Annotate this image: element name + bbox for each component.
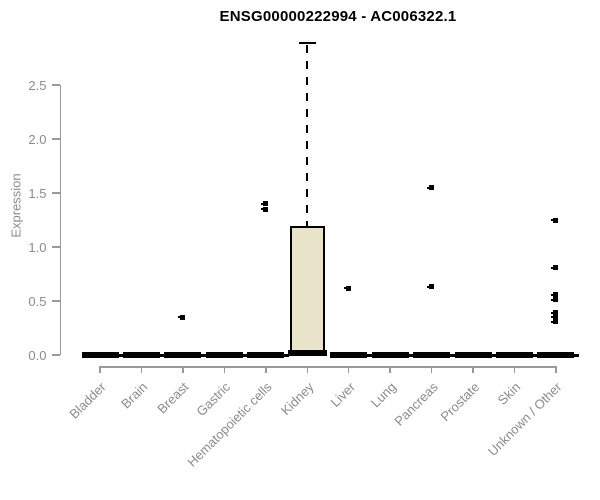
outlier-point <box>178 314 186 320</box>
flat-boxplot-whisker-nub <box>367 353 372 357</box>
outlier-point <box>551 319 559 325</box>
flat-boxplot-bar <box>413 352 451 358</box>
x-axis-tick <box>306 366 308 373</box>
x-axis-tick-label: Skin <box>494 379 524 408</box>
flat-boxplot-whisker-nub <box>159 353 165 357</box>
y-axis-tick-label: 0.5 <box>28 294 47 309</box>
y-axis-tick-label: 0.0 <box>28 348 47 363</box>
flat-boxplot-whisker-nub <box>201 353 206 357</box>
outlier-point <box>551 217 559 223</box>
x-axis-tick-label: Unknown / Other <box>485 379 565 459</box>
flat-boxplot-whisker-nub <box>450 353 455 357</box>
flat-boxplot-bar <box>496 352 533 358</box>
flat-boxplot-bar <box>537 352 575 358</box>
flat-boxplot-whisker-nub <box>408 353 414 357</box>
outlier-point <box>551 310 559 316</box>
y-axis-tick <box>51 300 60 302</box>
y-axis-tick-label: 2.0 <box>28 132 47 147</box>
flat-boxplot-whisker-nub <box>574 353 579 357</box>
flat-boxplot-bar <box>164 352 202 358</box>
x-axis-tick <box>223 366 226 373</box>
flat-boxplot-whisker-nub <box>491 353 497 357</box>
y-axis-tick <box>51 192 60 194</box>
x-axis-tick <box>555 366 557 373</box>
flat-boxplot-whisker-nub <box>284 353 289 357</box>
x-axis-tick <box>140 366 143 373</box>
boxplot-median-line <box>287 349 327 356</box>
y-axis-tick-label: 1.0 <box>28 240 47 255</box>
outlier-point <box>551 297 559 303</box>
boxplot-box <box>289 226 325 353</box>
x-axis-tick <box>430 366 433 373</box>
flat-boxplot-bar <box>330 352 368 358</box>
outlier-point <box>551 265 559 271</box>
y-axis-tick <box>51 354 60 356</box>
chart-title: ENSG00000222994 - AC006322.1 <box>219 8 457 25</box>
x-axis-tick <box>347 366 350 373</box>
y-axis-tick <box>51 246 60 248</box>
y-axis-tick <box>51 138 60 140</box>
outlier-point <box>261 206 269 212</box>
x-axis-tick-label: Lung <box>367 379 400 411</box>
x-axis-tick-label: Kidney <box>277 379 317 419</box>
x-axis-tick-label: Liver <box>327 379 358 410</box>
y-axis-tick-label: 2.5 <box>28 78 47 93</box>
flat-boxplot-whisker-nub <box>242 353 248 357</box>
x-axis-tick-label: Pancreas <box>391 379 441 429</box>
flat-boxplot-whisker-nub <box>118 353 123 357</box>
flat-boxplot-bar <box>81 352 119 358</box>
x-axis-tick-label: Breast <box>154 379 192 417</box>
x-axis-tick-label: Brain <box>118 379 151 412</box>
outlier-point <box>551 292 559 298</box>
x-axis-tick-label: Prostate <box>437 379 482 425</box>
x-axis-tick <box>265 366 267 373</box>
x-axis-tick <box>99 366 101 373</box>
flat-boxplot-bar <box>247 352 285 358</box>
flat-boxplot-bar <box>371 352 409 358</box>
outlier-point <box>427 284 435 290</box>
y-axis-tick-label: 1.5 <box>28 186 47 201</box>
boxplot-upper-whisker-cap <box>298 41 316 45</box>
flat-boxplot-bar <box>205 352 243 358</box>
x-axis-tick-label: Bladder <box>66 379 109 422</box>
x-axis-line <box>99 366 557 368</box>
outlier-point <box>427 185 435 191</box>
outlier-point <box>261 201 269 207</box>
x-axis-tick <box>389 366 391 373</box>
outlier-point <box>551 314 559 320</box>
x-axis-tick <box>182 366 184 373</box>
outlier-point <box>344 285 352 291</box>
y-axis-tick <box>51 84 60 86</box>
flat-boxplot-bar <box>122 352 160 358</box>
y-axis-line <box>59 85 61 355</box>
x-axis-tick-label: Gastric <box>193 379 234 420</box>
x-axis-tick <box>513 366 516 373</box>
flat-boxplot-whisker-nub <box>533 353 538 357</box>
boxplot-upper-whisker <box>306 44 309 227</box>
x-axis-tick <box>472 366 474 373</box>
flat-boxplot-bar <box>454 352 492 358</box>
